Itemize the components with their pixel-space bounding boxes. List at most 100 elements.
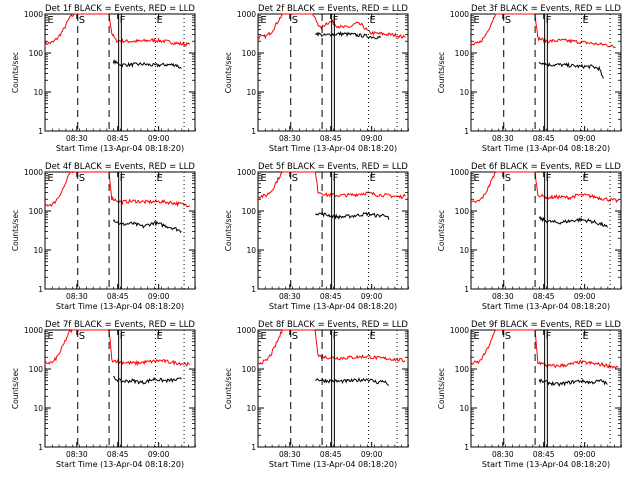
event-marker-label: S — [292, 173, 298, 184]
y-tick-label: 1000 — [237, 10, 256, 19]
series-line-events — [538, 61, 604, 79]
y-tick-label: 1 — [251, 127, 256, 136]
x-axis-label: Start Time (13-Apr-04 08:18:20) — [56, 302, 184, 311]
y-tick-label: 100 — [29, 207, 44, 216]
x-tick-label: 08:30 — [279, 134, 301, 143]
y-tick-label: 1000 — [237, 168, 256, 177]
x-tick-label: 09:00 — [148, 134, 170, 143]
series-line-lld — [44, 329, 190, 367]
event-marker-label: E — [582, 15, 588, 26]
y-tick-label: 1 — [251, 285, 256, 294]
event-marker-label: S — [79, 173, 85, 184]
y-tick-label: 1000 — [24, 168, 43, 177]
event-marker-label: F — [120, 331, 126, 342]
event-marker-label: F — [546, 173, 552, 184]
series-line-events — [112, 219, 182, 234]
x-axis-label: Start Time (13-Apr-04 08:18:20) — [56, 144, 184, 153]
y-tick-label: 100 — [455, 365, 470, 374]
event-marker-label: E — [156, 331, 162, 342]
panel-det-2: Det 2f BLACK = Events, RED = LLD 1 10 100 10… — [224, 4, 409, 153]
y-tick-label: 10 — [459, 246, 469, 255]
y-tick-label: 10 — [246, 246, 256, 255]
event-marker-label: F — [120, 15, 126, 26]
y-tick-label: 10 — [33, 246, 43, 255]
x-tick-label: 08:45 — [107, 450, 129, 459]
panel-det-1: Det 1f BLACK = Events, RED = LLD 1 10 100 10… — [11, 4, 196, 153]
y-tick-label: 10 — [459, 88, 469, 97]
y-tick-label: 100 — [242, 207, 257, 216]
x-tick-label: 08:30 — [66, 450, 88, 459]
event-marker-label: S — [505, 15, 511, 26]
y-axis-label: Counts/sec — [224, 368, 233, 409]
series-line-events — [315, 377, 390, 386]
event-marker-label: E — [47, 173, 53, 184]
event-marker-label: E — [582, 173, 588, 184]
series-line-lld — [44, 13, 190, 48]
event-marker-label: E — [473, 15, 479, 26]
event-marker-label: S — [79, 15, 85, 26]
y-tick-label: 1000 — [24, 326, 43, 335]
y-tick-label: 10 — [33, 404, 43, 413]
event-marker-label: E — [369, 15, 375, 26]
y-axis-label: Counts/sec — [224, 210, 233, 251]
y-axis-label: Counts/sec — [437, 210, 446, 251]
x-tick-label: 09:00 — [148, 450, 170, 459]
panel-title: Det 7f BLACK = Events, RED = LLD — [45, 320, 195, 330]
series-line-lld — [470, 13, 616, 49]
x-axis-label: Start Time (13-Apr-04 08:18:20) — [269, 302, 397, 311]
panel-det-7: Det 7f BLACK = Events, RED = LLD 1 10 100 10… — [11, 320, 196, 469]
y-tick-label: 1 — [464, 127, 469, 136]
y-axis-label: Counts/sec — [11, 210, 20, 251]
panel-title: Det 3f BLACK = Events, RED = LLD — [471, 4, 621, 14]
panel-det-9: Det 9f BLACK = Events, RED = LLD 1 10 100 10… — [437, 320, 622, 469]
x-tick-label: 08:45 — [107, 134, 129, 143]
plot-frame — [470, 13, 622, 132]
event-marker-label: E — [156, 173, 162, 184]
y-tick-label: 100 — [455, 49, 470, 58]
x-tick-label: 09:00 — [574, 450, 596, 459]
series-line-events — [538, 215, 608, 228]
y-tick-label: 10 — [246, 404, 256, 413]
x-tick-label: 08:45 — [533, 134, 555, 143]
y-tick-label: 1000 — [450, 326, 469, 335]
x-tick-label: 08:45 — [533, 450, 555, 459]
x-tick-label: 08:30 — [66, 292, 88, 301]
event-marker-label: E — [260, 15, 266, 26]
y-tick-label: 10 — [459, 404, 469, 413]
y-tick-label: 10 — [246, 88, 256, 97]
y-tick-label: 1 — [38, 127, 43, 136]
series-line-events — [538, 378, 608, 387]
x-tick-label: 08:45 — [320, 134, 342, 143]
x-tick-label: 08:30 — [492, 134, 514, 143]
plot-frame — [470, 171, 622, 290]
series-line-events — [113, 375, 182, 385]
y-tick-label: 100 — [242, 365, 257, 374]
y-tick-label: 100 — [29, 365, 44, 374]
y-tick-label: 1000 — [450, 10, 469, 19]
y-tick-label: 10 — [33, 88, 43, 97]
panel-det-5: Det 5f BLACK = Events, RED = LLD 1 10 100 10… — [224, 162, 409, 311]
y-axis-label: Counts/sec — [437, 368, 446, 409]
event-marker-label: F — [120, 173, 126, 184]
plot-frame — [44, 13, 196, 132]
plot-frame — [44, 329, 196, 448]
event-marker-label: S — [292, 331, 298, 342]
panel-det-4: Det 4f BLACK = Events, RED = LLD 1 10 100 10… — [11, 162, 196, 311]
x-tick-label: 09:00 — [574, 292, 596, 301]
event-marker-label: E — [369, 173, 375, 184]
event-marker-label: E — [47, 15, 53, 26]
panel-det-3: Det 3f BLACK = Events, RED = LLD 1 10 100 10… — [437, 4, 622, 153]
y-tick-label: 100 — [242, 49, 257, 58]
y-axis-label: Counts/sec — [437, 52, 446, 93]
panel-title: Det 5f BLACK = Events, RED = LLD — [258, 162, 408, 172]
panel-title: Det 9f BLACK = Events, RED = LLD — [471, 320, 621, 330]
x-tick-label: 09:00 — [361, 292, 383, 301]
x-tick-label: 08:30 — [66, 134, 88, 143]
plot-frame — [257, 329, 409, 448]
plot-frame — [257, 171, 409, 290]
event-marker-label: F — [333, 331, 339, 342]
panel-title: Det 6f BLACK = Events, RED = LLD — [471, 162, 621, 172]
series-line-lld — [44, 171, 190, 208]
panel-det-6: Det 6f BLACK = Events, RED = LLD 1 10 100 10… — [437, 162, 622, 311]
